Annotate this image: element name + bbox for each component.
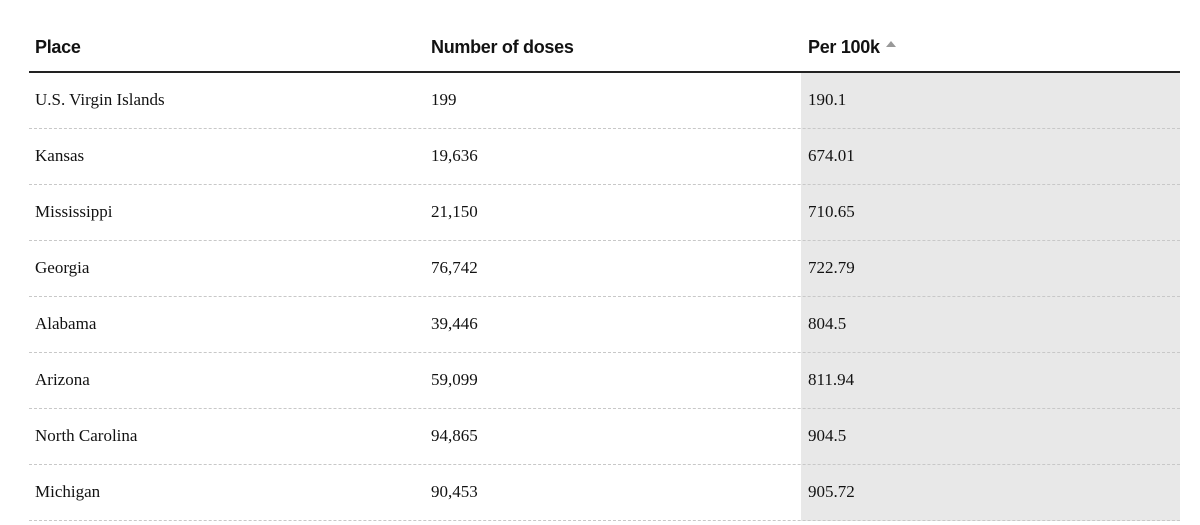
number-of-doses-cell: 199 xyxy=(431,90,457,109)
number-of-doses-cell: 21,150 xyxy=(431,202,478,221)
per-100k-cell: 904.5 xyxy=(808,426,847,445)
sort-ascending-icon[interactable] xyxy=(885,41,896,47)
table-row: Georgia 76,742 722.79 xyxy=(29,241,1180,297)
per-100k-cell: 811.94 xyxy=(808,370,855,389)
per-100k-cell: 710.65 xyxy=(808,202,855,221)
per-100k-cell: 674.01 xyxy=(808,146,855,165)
column-header-place[interactable]: Place xyxy=(35,34,81,60)
doses-table: Place Number of doses Per 100k U.S. Virg… xyxy=(29,0,1180,521)
table-row: Alabama 39,446 804.5 xyxy=(29,297,1180,353)
place-cell: Arizona xyxy=(35,370,90,389)
place-cell: Georgia xyxy=(35,258,90,277)
table-row: U.S. Virgin Islands 199 190.1 xyxy=(29,73,1180,129)
table-row: Kansas 19,636 674.01 xyxy=(29,129,1180,185)
table-body: U.S. Virgin Islands 199 190.1 Kansas 19,636 6… xyxy=(29,73,1180,521)
place-cell: Kansas xyxy=(35,146,85,165)
number-of-doses-cell: 39,446 xyxy=(431,314,478,333)
number-of-doses-cell: 76,742 xyxy=(431,258,478,277)
number-of-doses-cell: 59,099 xyxy=(431,370,478,389)
table-row: Michigan 90,453 905.72 xyxy=(29,465,1180,521)
number-of-doses-cell: 94,865 xyxy=(431,426,478,445)
per-100k-cell: 905.72 xyxy=(808,482,855,501)
table-row: Mississippi 21,150 710.65 xyxy=(29,185,1180,241)
column-header-label: Place xyxy=(35,37,81,57)
number-of-doses-cell: 90,453 xyxy=(431,482,478,501)
number-of-doses-cell: 19,636 xyxy=(431,146,478,165)
column-header-label: Per 100k xyxy=(808,37,880,57)
place-cell: Alabama xyxy=(35,314,97,333)
place-cell: U.S. Virgin Islands xyxy=(35,90,165,109)
place-cell: Mississippi xyxy=(35,202,113,221)
per-100k-cell: 804.5 xyxy=(808,314,847,333)
column-header-per-100k[interactable]: Per 100k xyxy=(808,34,896,60)
per-100k-cell: 190.1 xyxy=(808,90,847,109)
table-row: Arizona 59,099 811.94 xyxy=(29,353,1180,409)
place-cell: North Carolina xyxy=(35,426,138,445)
sorted-column-highlight xyxy=(801,73,1180,521)
per-100k-cell: 722.79 xyxy=(808,258,855,277)
column-header-label: Number of doses xyxy=(431,37,574,57)
column-header-number-of-doses[interactable]: Number of doses xyxy=(431,34,574,60)
table-header: Place Number of doses Per 100k xyxy=(29,0,1180,73)
table-row: North Carolina 94,865 904.5 xyxy=(29,409,1180,465)
place-cell: Michigan xyxy=(35,482,101,501)
